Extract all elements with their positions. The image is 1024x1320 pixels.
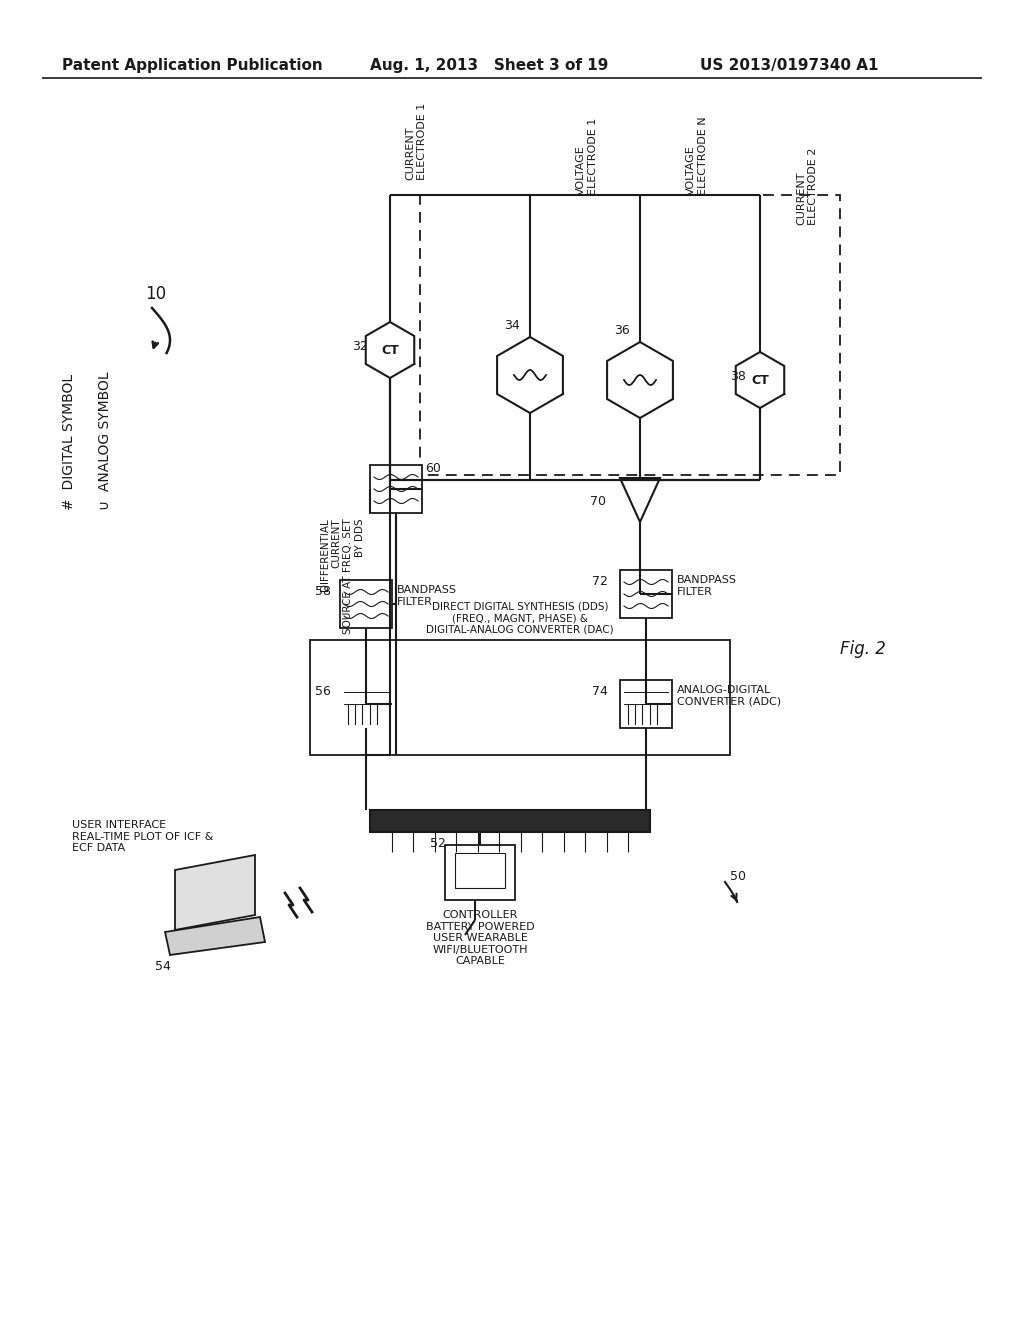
Polygon shape	[620, 478, 660, 521]
Bar	[340, 579, 392, 628]
Text: VOLTAGE
ELECTRODE 1: VOLTAGE ELECTRODE 1	[575, 117, 598, 195]
Text: 10: 10	[145, 285, 166, 304]
Text: BANDPASS
FILTER: BANDPASS FILTER	[397, 585, 457, 607]
Bar	[370, 465, 422, 513]
Bar	[455, 853, 505, 888]
Text: VOLTAGE
ELECTRODE N: VOLTAGE ELECTRODE N	[686, 116, 708, 195]
Text: Fig. 2: Fig. 2	[840, 640, 886, 657]
Text: USER INTERFACE
REAL-TIME PLOT OF ICF &
ECF DATA: USER INTERFACE REAL-TIME PLOT OF ICF & E…	[72, 820, 213, 853]
Bar	[420, 195, 840, 475]
Text: #  DIGITAL SYMBOL: # DIGITAL SYMBOL	[62, 374, 76, 510]
Text: BANDPASS
FILTER: BANDPASS FILTER	[677, 576, 737, 597]
Text: DIFFERENTIAL
CURRENT
SOURCE AT FREQ. SET
BY DDS: DIFFERENTIAL CURRENT SOURCE AT FREQ. SET…	[321, 517, 365, 634]
Text: 70: 70	[590, 495, 606, 508]
Bar	[620, 570, 672, 618]
Text: CONTROLLER
BATTERY POWERED
USER WEARABLE
WIFI/BLUETOOTH
CAPABLE: CONTROLLER BATTERY POWERED USER WEARABLE…	[426, 909, 535, 966]
Text: 34: 34	[504, 319, 520, 333]
Text: CURRENT
ELECTRODE 1: CURRENT ELECTRODE 1	[406, 103, 427, 180]
Text: US 2013/0197340 A1: US 2013/0197340 A1	[700, 58, 879, 73]
Text: 52: 52	[430, 837, 445, 850]
Text: ∪  ANALOG SYMBOL: ∪ ANALOG SYMBOL	[98, 371, 112, 510]
Text: CURRENT
ELECTRODE 2: CURRENT ELECTRODE 2	[796, 148, 817, 224]
Text: ANALOG-DIGITAL
CONVERTER (ADC): ANALOG-DIGITAL CONVERTER (ADC)	[677, 685, 781, 706]
Text: CT: CT	[752, 374, 769, 387]
Text: Patent Application Publication: Patent Application Publication	[62, 58, 323, 73]
Text: CT: CT	[381, 343, 399, 356]
Text: 58: 58	[315, 585, 331, 598]
Text: 56: 56	[315, 685, 331, 698]
Text: 54: 54	[155, 960, 171, 973]
Text: Aug. 1, 2013   Sheet 3 of 19: Aug. 1, 2013 Sheet 3 of 19	[370, 58, 608, 73]
Bar	[370, 810, 650, 832]
Bar	[620, 680, 672, 729]
Text: 72: 72	[592, 576, 608, 587]
Text: 50: 50	[730, 870, 746, 883]
Bar	[445, 845, 515, 900]
Text: 74: 74	[592, 685, 608, 698]
Text: 32: 32	[352, 341, 368, 352]
Bar	[340, 680, 392, 729]
Polygon shape	[165, 917, 265, 954]
Text: 36: 36	[614, 323, 630, 337]
Text: DIRECT DIGITAL SYNTHESIS (DDS)
(FREQ., MAGNT, PHASE) &
DIGITAL-ANALOG CONVERTER : DIRECT DIGITAL SYNTHESIS (DDS) (FREQ., M…	[426, 602, 613, 635]
Text: 60: 60	[425, 462, 441, 475]
Bar	[310, 640, 730, 755]
Polygon shape	[175, 855, 255, 931]
Text: 38: 38	[730, 370, 745, 383]
